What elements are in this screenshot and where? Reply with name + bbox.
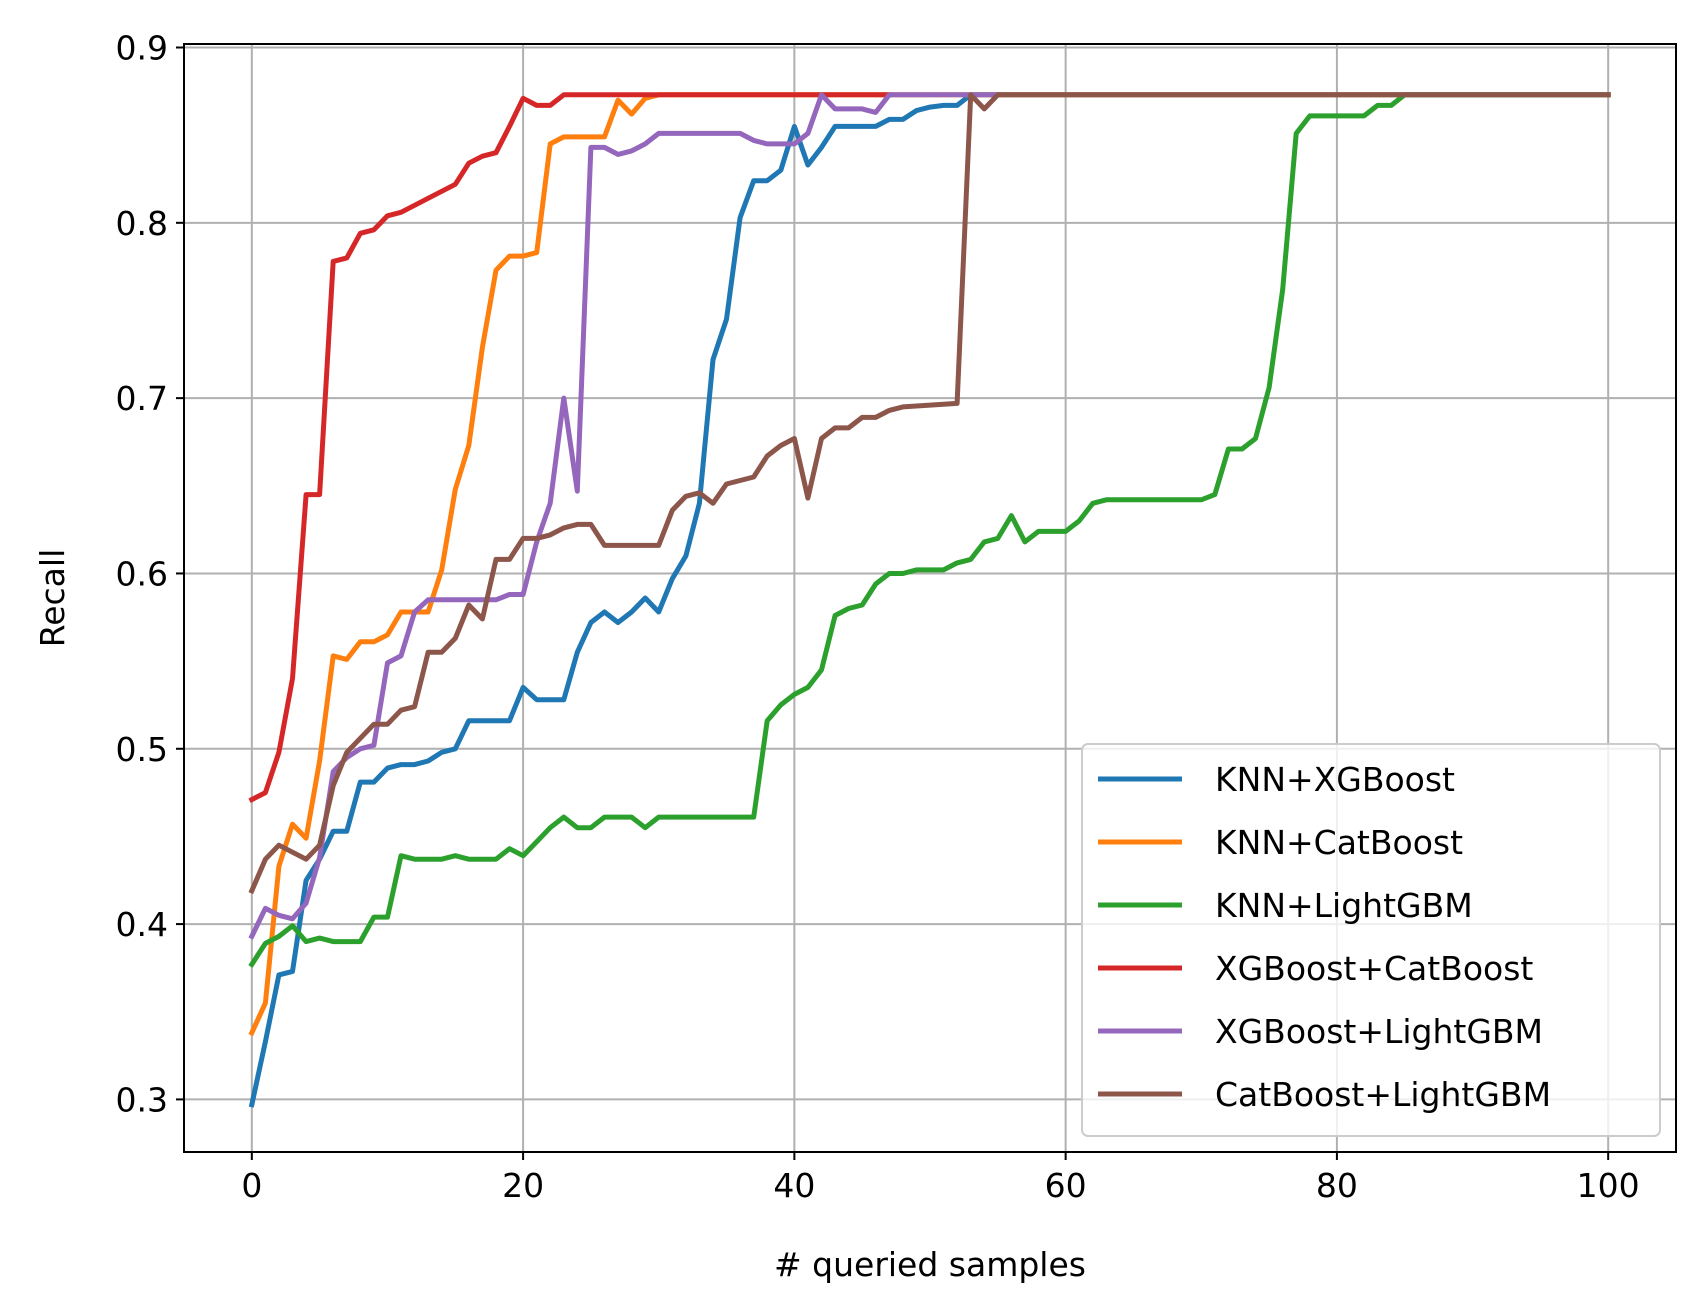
legend-label: KNN+XGBoost [1215,760,1455,799]
legend-label: XGBoost+LightGBM [1215,1012,1543,1051]
y-tick-label: 0.6 [116,554,168,593]
series-lines [248,92,1611,1108]
legend-label: KNN+CatBoost [1215,823,1463,862]
x-axis-ticks: 0 20 40 60 80 100 [241,1152,1640,1205]
series-line-3 [248,92,892,803]
x-axis-label: # queried samples [774,1245,1086,1284]
series-line-5 [248,92,1611,895]
x-tick-label: 100 [1577,1166,1640,1205]
legend: KNN+XGBoost KNN+CatBoost KNN+LightGBM XGBoo… [1081,743,1661,1137]
y-tick-label: 0.7 [116,379,168,418]
grid-lines [184,44,1676,1152]
series-line-0 [248,92,1611,1108]
legend-label: XGBoost+CatBoost [1215,949,1533,988]
x-tick-label: 40 [773,1166,815,1205]
x-tick-label: 60 [1045,1166,1087,1205]
series-line-2 [248,92,1611,968]
x-tick-label: 20 [502,1166,544,1205]
y-tick-label: 0.8 [116,204,168,243]
plot-frame [183,43,1677,1153]
y-tick-label: 0.9 [116,29,168,68]
y-tick-label: 0.5 [116,730,168,769]
series-line-1 [248,92,1611,1037]
y-tick-label: 0.3 [116,1080,168,1119]
x-tick-label: 80 [1316,1166,1358,1205]
x-tick-label: 0 [241,1166,262,1205]
legend-box [1081,743,1661,1137]
y-axis-ticks: 0.3 0.4 0.5 0.6 0.7 0.8 0.9 [116,29,184,1119]
legend-label: KNN+LightGBM [1215,886,1473,925]
y-axis-label: Recall [33,549,72,647]
y-tick-label: 0.4 [116,905,168,944]
legend-label: CatBoost+LightGBM [1215,1075,1551,1114]
